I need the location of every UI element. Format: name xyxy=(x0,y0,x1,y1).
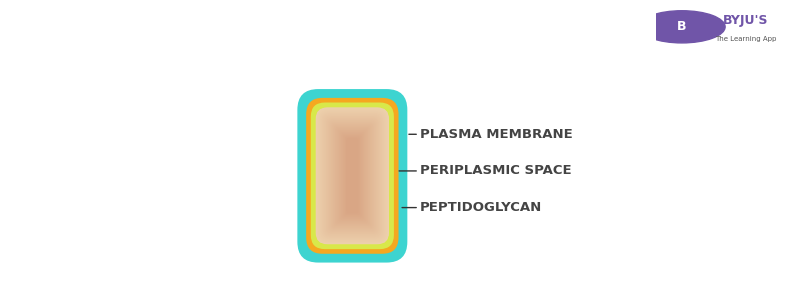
FancyBboxPatch shape xyxy=(321,112,384,240)
Circle shape xyxy=(638,11,725,43)
FancyBboxPatch shape xyxy=(325,116,380,235)
FancyBboxPatch shape xyxy=(345,137,360,215)
FancyBboxPatch shape xyxy=(326,117,379,234)
Text: PEPTIDOGLYCAN: PEPTIDOGLYCAN xyxy=(419,201,542,214)
FancyBboxPatch shape xyxy=(346,138,358,213)
FancyBboxPatch shape xyxy=(329,120,376,231)
FancyBboxPatch shape xyxy=(326,117,379,235)
FancyBboxPatch shape xyxy=(331,123,373,228)
FancyBboxPatch shape xyxy=(338,129,367,222)
Text: PERIPLASMIC SPACE: PERIPLASMIC SPACE xyxy=(419,164,571,177)
FancyBboxPatch shape xyxy=(345,136,360,215)
FancyBboxPatch shape xyxy=(323,114,382,237)
FancyBboxPatch shape xyxy=(306,98,398,254)
Text: B: B xyxy=(677,20,686,33)
FancyBboxPatch shape xyxy=(320,111,385,240)
FancyBboxPatch shape xyxy=(339,131,365,221)
FancyBboxPatch shape xyxy=(342,134,362,217)
FancyBboxPatch shape xyxy=(318,109,387,243)
FancyBboxPatch shape xyxy=(346,138,359,214)
FancyBboxPatch shape xyxy=(325,117,380,235)
FancyBboxPatch shape xyxy=(342,134,362,218)
FancyBboxPatch shape xyxy=(326,118,378,234)
FancyBboxPatch shape xyxy=(346,138,358,214)
FancyBboxPatch shape xyxy=(338,130,366,222)
FancyBboxPatch shape xyxy=(330,122,374,229)
FancyBboxPatch shape xyxy=(328,120,377,232)
FancyBboxPatch shape xyxy=(334,126,370,226)
FancyBboxPatch shape xyxy=(336,128,368,224)
FancyBboxPatch shape xyxy=(343,135,362,216)
FancyBboxPatch shape xyxy=(335,127,370,225)
FancyBboxPatch shape xyxy=(324,115,381,236)
FancyBboxPatch shape xyxy=(343,135,362,217)
FancyBboxPatch shape xyxy=(347,139,358,213)
FancyBboxPatch shape xyxy=(318,110,386,242)
FancyBboxPatch shape xyxy=(318,110,386,241)
FancyBboxPatch shape xyxy=(329,121,375,231)
FancyBboxPatch shape xyxy=(334,125,371,226)
FancyBboxPatch shape xyxy=(335,127,369,224)
FancyBboxPatch shape xyxy=(332,124,372,228)
FancyBboxPatch shape xyxy=(318,109,387,242)
FancyBboxPatch shape xyxy=(341,132,364,219)
FancyBboxPatch shape xyxy=(328,119,377,232)
FancyBboxPatch shape xyxy=(347,139,358,213)
FancyBboxPatch shape xyxy=(333,125,371,227)
FancyBboxPatch shape xyxy=(333,125,372,227)
FancyBboxPatch shape xyxy=(317,108,388,243)
FancyBboxPatch shape xyxy=(327,119,378,233)
FancyBboxPatch shape xyxy=(330,121,375,230)
FancyBboxPatch shape xyxy=(324,116,381,236)
FancyBboxPatch shape xyxy=(346,137,359,215)
FancyBboxPatch shape xyxy=(322,114,382,238)
FancyBboxPatch shape xyxy=(340,132,364,220)
FancyBboxPatch shape xyxy=(326,118,378,234)
FancyBboxPatch shape xyxy=(298,89,407,263)
FancyBboxPatch shape xyxy=(338,130,366,222)
FancyBboxPatch shape xyxy=(322,113,383,238)
FancyBboxPatch shape xyxy=(321,113,384,239)
FancyBboxPatch shape xyxy=(342,134,362,218)
FancyBboxPatch shape xyxy=(344,136,361,216)
Text: The Learning App: The Learning App xyxy=(714,36,776,42)
FancyBboxPatch shape xyxy=(316,108,389,244)
FancyBboxPatch shape xyxy=(323,115,382,237)
FancyBboxPatch shape xyxy=(330,122,374,230)
FancyBboxPatch shape xyxy=(320,112,385,240)
FancyBboxPatch shape xyxy=(311,103,394,249)
FancyBboxPatch shape xyxy=(330,122,374,229)
FancyBboxPatch shape xyxy=(334,126,370,226)
Text: GRAM-POSITIVE BACTERIA CELL WALL: GRAM-POSITIVE BACTERIA CELL WALL xyxy=(16,17,460,37)
FancyBboxPatch shape xyxy=(342,133,363,218)
FancyBboxPatch shape xyxy=(336,128,369,224)
FancyBboxPatch shape xyxy=(334,126,370,225)
FancyBboxPatch shape xyxy=(331,123,374,229)
FancyBboxPatch shape xyxy=(339,131,366,221)
FancyBboxPatch shape xyxy=(327,119,378,233)
FancyBboxPatch shape xyxy=(344,136,361,216)
FancyBboxPatch shape xyxy=(322,113,383,239)
Text: PLASMA MEMBRANE: PLASMA MEMBRANE xyxy=(419,128,572,141)
FancyBboxPatch shape xyxy=(317,108,388,243)
FancyBboxPatch shape xyxy=(329,120,376,232)
FancyBboxPatch shape xyxy=(341,133,363,219)
FancyBboxPatch shape xyxy=(332,124,373,228)
FancyBboxPatch shape xyxy=(319,111,386,241)
Text: BYJU'S: BYJU'S xyxy=(722,14,768,27)
FancyBboxPatch shape xyxy=(322,114,382,238)
FancyBboxPatch shape xyxy=(337,129,367,223)
FancyBboxPatch shape xyxy=(338,131,366,221)
FancyBboxPatch shape xyxy=(340,132,365,220)
FancyBboxPatch shape xyxy=(316,107,389,244)
FancyBboxPatch shape xyxy=(337,128,368,223)
FancyBboxPatch shape xyxy=(319,111,386,241)
